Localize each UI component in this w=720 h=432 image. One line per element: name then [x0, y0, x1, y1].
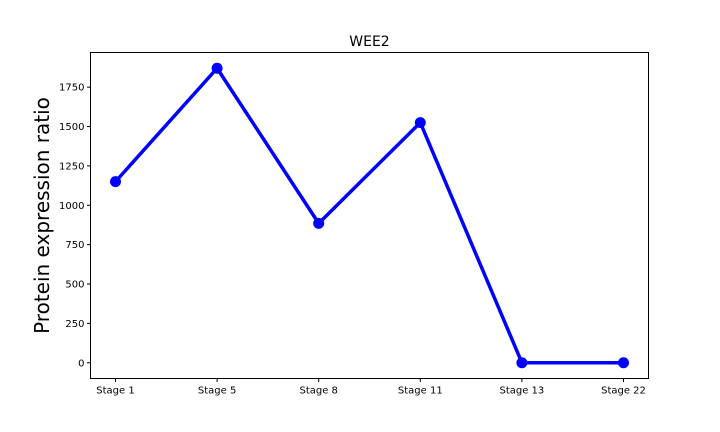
x-tick-label: Stage 5 [198, 386, 236, 397]
y-tick-label: 1500 [59, 122, 84, 133]
data-point [313, 217, 325, 229]
y-tick-label: 750 [65, 240, 84, 251]
x-tick-label: Stage 11 [398, 386, 443, 397]
x-tick-label: Stage 8 [299, 386, 337, 397]
y-tick-label: 500 [65, 280, 84, 291]
y-axis: 0 250 500 750 1000 1250 1500 1750 [59, 83, 91, 369]
data-point [414, 117, 426, 129]
chart-title: WEE2 [349, 34, 389, 50]
data-point [618, 357, 629, 369]
y-tick-label: 1250 [59, 161, 84, 172]
y-tick-label: 250 [65, 319, 84, 330]
y-tick-label: 1000 [59, 201, 84, 212]
y-tick-label: 1750 [59, 83, 84, 94]
x-axis: Stage 1 Stage 5 Stage 8 Stage 11 Stage 13 Sta… [96, 378, 646, 397]
y-tick-label: 0 [78, 358, 84, 369]
x-tick-label: Stage 1 [96, 386, 134, 397]
x-tick-label: Stage 22 [601, 386, 646, 397]
plot-frame [90, 52, 649, 379]
data-series [110, 62, 629, 369]
series-line [113, 66, 626, 365]
y-axis-label: Protein expression ratio [30, 97, 54, 334]
data-point [110, 176, 121, 188]
plot-area [90, 52, 649, 379]
x-tick-label: Stage 13 [499, 386, 544, 397]
data-point [516, 357, 528, 369]
data-point [211, 62, 223, 74]
